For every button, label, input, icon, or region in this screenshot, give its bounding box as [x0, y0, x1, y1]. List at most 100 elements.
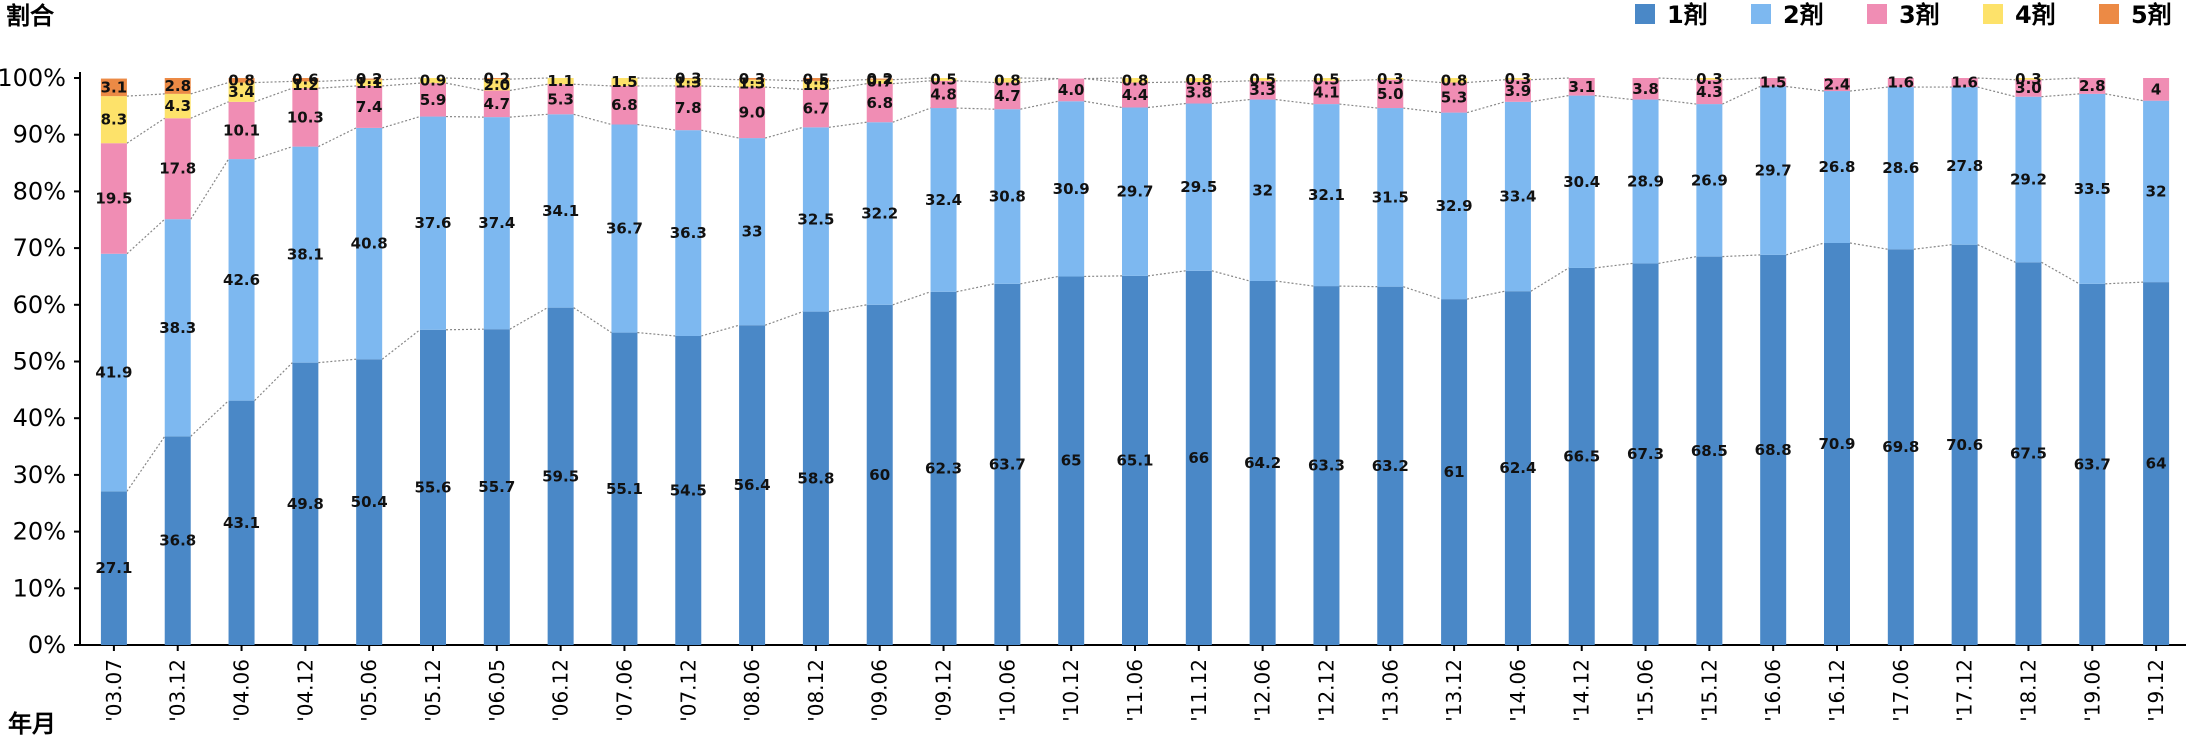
connector-line [637, 123, 676, 131]
bar-segment-3 [675, 85, 702, 131]
data-label: 63.7 [2074, 455, 2111, 473]
bar-segment-3 [292, 88, 319, 147]
y-tick-label: 100% [0, 64, 66, 92]
bar-segment-3 [356, 85, 383, 128]
data-label: 1.3 [675, 73, 702, 91]
bar-segment-2 [866, 122, 893, 305]
data-label: 55.1 [606, 480, 643, 498]
connector-line [765, 86, 803, 90]
data-label: 4.7 [994, 87, 1021, 105]
bar-segment-4 [611, 78, 638, 86]
x-tick-label: '05.12 [421, 659, 445, 722]
bar-segment-1 [1122, 275, 1148, 645]
connector-line [2041, 93, 2080, 98]
connector-line [573, 83, 612, 87]
legend-swatch [1983, 4, 2003, 24]
y-tick-label: 10% [13, 574, 66, 602]
bar-segment-1 [2143, 282, 2170, 645]
bar-segment-5 [100, 78, 127, 97]
x-tick-label: '18.12 [2016, 659, 2040, 722]
data-label: 0.6 [292, 71, 319, 89]
bar-segment-1 [994, 283, 1021, 645]
connector-line [701, 85, 740, 88]
bar-segment-5 [675, 78, 702, 79]
data-label: 62.3 [925, 459, 962, 477]
data-label: 2.8 [2079, 77, 2106, 95]
bar-segment-4 [1377, 78, 1404, 80]
x-tick-label: '05.06 [357, 659, 381, 722]
data-label: 29.2 [2010, 170, 2047, 188]
data-label: 27.1 [95, 559, 132, 577]
y-tick-label: 30% [13, 461, 66, 489]
data-label: 8.3 [101, 111, 128, 129]
bar-segment-4 [483, 79, 510, 91]
data-label: 5.9 [420, 91, 447, 109]
bar-segment-1 [1313, 286, 1340, 645]
bar-segment-1 [483, 329, 510, 645]
x-tick-label: '04.06 [230, 659, 254, 722]
bar-segment-2 [675, 130, 702, 336]
x-tick-label: '16.06 [1761, 659, 1785, 722]
data-label: 66.5 [1563, 447, 1600, 465]
bar-segment-3 [994, 82, 1021, 110]
data-label: 49.8 [287, 495, 324, 513]
bar-segment-1 [1249, 280, 1276, 645]
connector-line [509, 307, 548, 330]
connector-line [1530, 267, 1570, 292]
bar-segment-3 [483, 90, 510, 118]
bar-segment-2 [1441, 112, 1468, 300]
bar-segment-4 [739, 79, 766, 88]
bar-segment-3 [1951, 78, 1978, 88]
connector-line [892, 80, 931, 85]
bar-segment-3 [1696, 79, 1723, 105]
x-tick-label: '12.06 [1251, 659, 1275, 722]
bar-segment-4 [994, 78, 1021, 83]
data-label: 34.1 [542, 202, 579, 220]
bar-segment-2 [420, 116, 446, 330]
data-label: 6.8 [866, 94, 893, 112]
x-tick-label: '11.06 [1123, 659, 1147, 722]
connector-line [1913, 244, 1952, 250]
bar-segment-1 [2079, 283, 2106, 645]
data-label: 3.0 [2015, 79, 2042, 97]
connector-line [1339, 79, 1378, 82]
connector-line [1594, 262, 1633, 269]
bar-segment-4 [356, 79, 383, 86]
bar-segment-1 [866, 304, 893, 645]
data-labels-layer: 27.141.919.58.33.136.838.317.84.32.843.1… [95, 69, 2166, 577]
data-label: 3.3 [1249, 81, 1276, 99]
connector-line [445, 328, 484, 331]
connector-line [701, 129, 740, 139]
data-label: 4.0 [1058, 81, 1085, 99]
connector-line [1530, 94, 1569, 103]
data-label: 0.2 [484, 70, 511, 88]
bar-segment-3 [1377, 79, 1404, 109]
bar-segment-1 [1887, 249, 1914, 645]
bar-segment-3 [1249, 80, 1276, 100]
bar-segment-3 [611, 85, 638, 125]
bar-segment-1 [802, 311, 829, 645]
data-label: 37.4 [478, 214, 515, 232]
data-label: 4 [2151, 80, 2161, 98]
data-label: 50.4 [351, 493, 388, 511]
bar-segment-2 [611, 124, 638, 333]
data-label: 0.5 [1313, 70, 1340, 88]
data-label: 26.9 [1691, 171, 1728, 189]
x-tick-label: '13.12 [1442, 659, 1466, 722]
bar-segment-2 [1951, 87, 1978, 245]
connector-line [1786, 242, 1825, 256]
bar-segment-2 [2143, 100, 2170, 283]
bar-segment-4 [547, 78, 574, 85]
data-label: 32 [1252, 181, 1273, 199]
data-label: 0.3 [2015, 70, 2042, 88]
connector-line [573, 113, 612, 126]
data-label: 58.8 [797, 469, 834, 487]
connector-line [126, 117, 166, 144]
bar-segment-4 [1122, 78, 1148, 83]
data-label: 17.8 [159, 160, 196, 178]
connector-line [190, 101, 229, 119]
data-label: 19.5 [95, 189, 132, 207]
x-tick-label: '11.12 [1187, 659, 1211, 722]
connector-line [892, 291, 931, 306]
